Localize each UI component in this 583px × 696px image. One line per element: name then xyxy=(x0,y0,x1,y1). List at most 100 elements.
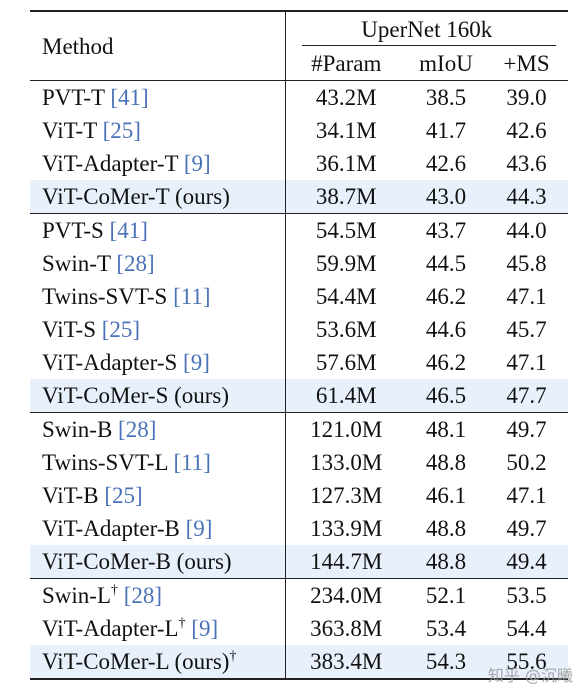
param-cell: 34.1M xyxy=(315,118,377,143)
ms-cell: 47.1 xyxy=(506,284,547,309)
param-cell: 121.0M xyxy=(285,412,407,446)
miou-cell: 46.2 xyxy=(425,350,467,375)
table-row: Swin-B [28] 121.0M 48.1 49.7 xyxy=(30,412,568,446)
citation-link[interactable]: [41] xyxy=(110,85,149,110)
miou-cell: 48.8 xyxy=(407,545,485,579)
table-row: Swin-T [28] 59.9M 44.5 45.8 xyxy=(30,247,568,280)
table-body: PVT-T [41] 43.2M 38.5 39.0 ViT-T [25] 34.1M 41… xyxy=(30,80,568,680)
method-cell: ViT-S [25] xyxy=(30,313,286,346)
citation-link[interactable]: [25] xyxy=(101,317,141,342)
header-row-2: #Param mIoU +MS xyxy=(30,46,568,81)
method-cell: Twins-SVT-L [11] xyxy=(30,446,286,479)
miou-cell: 44.6 xyxy=(425,317,467,342)
method-name: ViT-T xyxy=(42,118,97,143)
citation-link[interactable]: [9] xyxy=(191,616,219,641)
upernet-header: UperNet 160k xyxy=(285,10,568,46)
param-cell: 234.0M xyxy=(285,578,407,612)
citation-link[interactable]: [11] xyxy=(173,450,211,475)
table-row: ViT-T [25] 34.1M 41.7 42.6 xyxy=(30,114,568,147)
method-cell: ViT-T [25] xyxy=(30,114,286,147)
method-name: Twins-SVT-L xyxy=(42,450,168,475)
table-row: ViT-B [25] 127.3M 46.1 47.1 xyxy=(30,479,568,512)
method-name: Twins-SVT-S xyxy=(42,284,168,309)
ms-cell: 55.6 xyxy=(485,645,568,680)
table-row: ViT-CoMer-S (ours) 61.4M 46.5 47.7 xyxy=(30,379,568,413)
param-cell: 54.5M xyxy=(285,213,407,247)
citation-link[interactable]: [9] xyxy=(185,516,213,541)
citation-link[interactable]: [9] xyxy=(183,151,211,176)
table-row: Swin-L† [28] 234.0M 52.1 53.5 xyxy=(30,578,568,612)
method-name: ViT-Adapter-S xyxy=(42,350,178,375)
dagger-mark: † xyxy=(229,649,237,664)
miou-cell: 43.0 xyxy=(407,180,485,214)
ms-cell: 47.1 xyxy=(506,483,547,508)
results-table: Method UperNet 160k #Param mIoU +MS PVT-… xyxy=(30,10,568,680)
citation-link[interactable]: [25] xyxy=(104,483,143,508)
citation-link[interactable]: [9] xyxy=(183,350,210,375)
ms-cell: 49.7 xyxy=(485,412,568,446)
ms-cell: 49.4 xyxy=(485,545,568,579)
method-name: ViT-Adapter-T xyxy=(42,151,179,176)
table-row: ViT-Adapter-B [9] 133.9M 48.8 49.7 xyxy=(30,512,568,545)
citation-link[interactable]: [11] xyxy=(173,284,211,309)
method-name: Swin-B xyxy=(42,417,113,442)
table-row: Twins-SVT-L [11] 133.0M 48.8 50.2 xyxy=(30,446,568,479)
miou-cell: 48.8 xyxy=(425,450,467,475)
method-cell: ViT-CoMer-B (ours) xyxy=(30,545,286,579)
method-cell: Twins-SVT-S [11] xyxy=(30,280,286,313)
table-row: PVT-S [41] 54.5M 43.7 44.0 xyxy=(30,213,568,247)
param-cell: 38.7M xyxy=(285,180,407,214)
method-name: ViT-CoMer-B (ours) xyxy=(42,549,232,574)
method-cell: PVT-S [41] xyxy=(30,213,286,247)
ms-cell: 39.0 xyxy=(485,80,568,114)
miou-cell: 46.5 xyxy=(407,379,485,413)
ms-cell: 44.0 xyxy=(485,213,568,247)
citation-link[interactable]: [41] xyxy=(109,218,148,243)
param-cell: 363.8M xyxy=(310,616,383,641)
method-name: ViT-Adapter-L xyxy=(42,616,179,641)
miou-cell: 41.7 xyxy=(425,118,467,143)
miou-header: mIoU xyxy=(419,50,473,76)
param-cell: 61.4M xyxy=(285,379,407,413)
method-cell: ViT-Adapter-T [9] xyxy=(30,147,286,180)
miou-cell: 48.1 xyxy=(407,412,485,446)
miou-cell: 46.2 xyxy=(425,284,467,309)
param-cell: 133.0M xyxy=(310,450,383,475)
method-cell: Swin-L† [28] xyxy=(30,578,286,612)
table-row: Twins-SVT-S [11] 54.4M 46.2 47.1 xyxy=(30,280,568,313)
citation-link[interactable]: [28] xyxy=(118,417,157,442)
ms-cell: 47.1 xyxy=(506,350,547,375)
method-cell: ViT-Adapter-L† [9] xyxy=(30,612,286,645)
method-cell: Swin-T [28] xyxy=(30,247,286,280)
param-cell: 53.6M xyxy=(315,317,377,342)
method-cell: ViT-CoMer-S (ours) xyxy=(30,379,286,413)
method-name: ViT-CoMer-T (ours) xyxy=(42,184,230,209)
miou-cell: 44.5 xyxy=(425,251,467,276)
method-cell: ViT-CoMer-L (ours)† xyxy=(30,645,286,680)
method-name: Swin-T xyxy=(42,251,111,276)
method-name: ViT-CoMer-L (ours) xyxy=(42,649,230,674)
citation-link[interactable]: [25] xyxy=(102,118,141,143)
upernet-header-label: UperNet 160k xyxy=(361,16,493,42)
ms-cell: 45.8 xyxy=(506,251,547,276)
upernet-underline xyxy=(301,45,556,46)
table-row: ViT-CoMer-L (ours)† 383.4M 54.3 55.6 xyxy=(30,645,568,680)
param-header: #Param xyxy=(311,50,382,76)
param-cell: 133.9M xyxy=(310,516,383,541)
param-cell: 127.3M xyxy=(310,483,383,508)
citation-link[interactable]: [28] xyxy=(116,251,155,276)
table-row: ViT-Adapter-T [9] 36.1M 42.6 43.6 xyxy=(30,147,568,180)
table-row: ViT-CoMer-B (ours) 144.7M 48.8 49.4 xyxy=(30,545,568,579)
table-row: ViT-CoMer-T (ours) 38.7M 43.0 44.3 xyxy=(30,180,568,214)
ms-cell: 42.6 xyxy=(506,118,547,143)
miou-cell: 42.6 xyxy=(425,151,467,176)
ms-cell: 45.7 xyxy=(506,317,547,342)
citation-link[interactable]: [28] xyxy=(123,583,163,608)
miou-cell: 38.5 xyxy=(407,80,485,114)
method-name: PVT-S xyxy=(42,218,104,243)
table-row: ViT-S [25] 53.6M 44.6 45.7 xyxy=(30,313,568,346)
param-cell: 59.9M xyxy=(315,251,377,276)
method-name: PVT-T xyxy=(42,85,105,110)
ms-header: +MS xyxy=(503,50,550,76)
dagger-mark: † xyxy=(111,583,118,598)
